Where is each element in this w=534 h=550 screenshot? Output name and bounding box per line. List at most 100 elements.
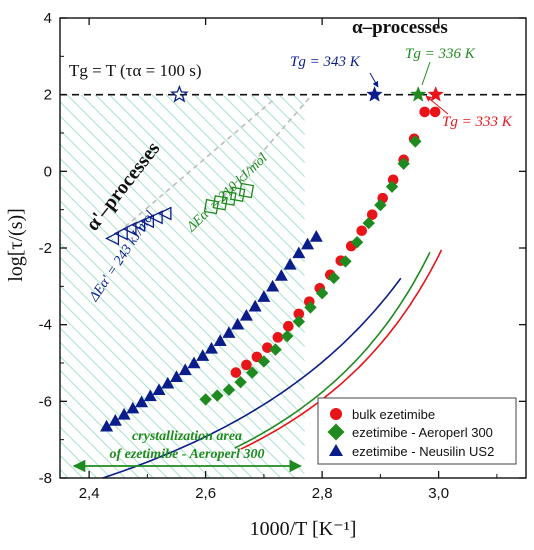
point-triangle-16 xyxy=(239,308,253,321)
alpha-prime-extrapolation-1 xyxy=(117,97,277,234)
y-axis-title: log[τ/(s)] xyxy=(5,208,27,282)
y-tick-label: 2 xyxy=(44,87,52,104)
axes: 2,4 2,6 2,8 3,0 -8 -6 -4 -2 0 2 4 xyxy=(39,10,527,502)
alpha-prime-square-3 xyxy=(229,186,246,203)
x-tick-label: 2,6 xyxy=(195,485,216,502)
point-diamond-9 xyxy=(304,301,317,314)
point-diamond-8 xyxy=(292,315,306,328)
point-circle-5 xyxy=(283,320,294,332)
point-triangle-4 xyxy=(135,395,149,408)
point-circle-18 xyxy=(419,106,430,118)
legend-marker-neusilin xyxy=(329,444,343,456)
alpha-processes-label: α–processes xyxy=(352,17,448,38)
tg-star-0 xyxy=(366,85,383,102)
point-triangle-0 xyxy=(100,419,114,432)
point-circle-0 xyxy=(230,367,242,378)
x-tick-label: 2,4 xyxy=(79,485,100,502)
point-triangle-18 xyxy=(257,290,271,302)
point-triangle-1 xyxy=(108,414,122,426)
point-triangle-6 xyxy=(152,383,166,396)
point-triangle-24 xyxy=(309,230,323,242)
y-tick-label: 4 xyxy=(44,10,52,27)
tg-reference-label: Tg = T (τα = 100 s) xyxy=(69,61,202,80)
alpha-prime-extrapolation-2 xyxy=(216,96,312,205)
point-diamond-14 xyxy=(362,216,375,230)
point-triangle-22 xyxy=(292,246,306,259)
bulk-fit-curve xyxy=(240,249,443,450)
y-tick-label: -8 xyxy=(39,470,52,487)
point-diamond-10 xyxy=(315,287,329,300)
point-triangle-14 xyxy=(222,326,236,338)
point-circle-3 xyxy=(262,342,273,353)
point-circle-2 xyxy=(251,351,263,363)
aeroperl-fit-curve xyxy=(234,251,431,449)
alpha-prime-triangle-4 xyxy=(139,214,155,229)
point-triangle-20 xyxy=(274,269,288,281)
point-diamond-6 xyxy=(269,343,282,356)
legend: bulk ezetimibe ezetimibe - Aeroperl 300 … xyxy=(317,397,517,465)
point-triangle-15 xyxy=(231,317,245,330)
point-triangle-3 xyxy=(126,401,140,414)
x-axis-title: 1000/T [K⁻¹] xyxy=(250,518,357,540)
legend-marker-aeroperl xyxy=(327,423,345,441)
crystallization-label-line2: of ezetimibe - Aeroperl 300 xyxy=(109,447,264,462)
point-diamond-12 xyxy=(339,255,352,268)
point-diamond-17 xyxy=(397,157,410,170)
y-tick-label: -4 xyxy=(39,317,52,334)
legend-label-aeroperl: ezetimibe - Aeroperl 300 xyxy=(352,425,493,440)
legend-label-bulk: bulk ezetimibe xyxy=(352,407,435,422)
alpha-prime-triangle-2 xyxy=(122,221,137,236)
point-circle-19 xyxy=(429,106,441,118)
point-triangle-21 xyxy=(283,257,297,270)
point-diamond-15 xyxy=(374,198,387,212)
data-points xyxy=(100,84,444,432)
tg-343-pointer xyxy=(369,72,379,88)
tg-343-label: Tg = 343 K xyxy=(290,54,361,70)
tg-star-3 xyxy=(170,84,189,103)
crystallization-label-line1: crystallization area xyxy=(132,429,242,444)
tg-333-label: Tg = 333 K xyxy=(442,114,513,130)
legend-label-neusilin: ezetimibe - Neusilin US2 xyxy=(352,444,494,459)
alpha-prime-triangle-6 xyxy=(157,206,172,221)
tg-star-1 xyxy=(409,86,427,102)
y-tick-label: -2 xyxy=(39,240,52,257)
point-triangle-5 xyxy=(143,389,157,402)
point-triangle-11 xyxy=(196,349,210,361)
crystallization-region xyxy=(60,94,305,479)
point-diamond-5 xyxy=(257,355,271,368)
point-triangle-17 xyxy=(248,299,262,312)
point-triangle-13 xyxy=(213,334,227,346)
point-triangle-8 xyxy=(170,370,183,382)
x-tick-label: 2,8 xyxy=(312,485,333,502)
x-tick-label: 3,0 xyxy=(428,485,449,502)
point-triangle-23 xyxy=(301,237,315,250)
legend-box xyxy=(317,397,517,465)
point-diamond-18 xyxy=(409,135,422,148)
point-diamond-0 xyxy=(199,393,212,406)
crystallization-hatch xyxy=(60,94,305,479)
point-diamond-16 xyxy=(385,180,399,193)
tg-336-label: Tg = 336 K xyxy=(405,46,476,62)
alpha-prime-triangle-1 xyxy=(113,226,128,241)
y-tick-label: 0 xyxy=(44,163,52,180)
point-diamond-2 xyxy=(222,383,236,397)
alpha-prime-square-4 xyxy=(238,182,255,199)
point-diamond-13 xyxy=(350,236,364,249)
point-triangle-12 xyxy=(204,341,218,354)
alpha-prime-triangle-3 xyxy=(131,217,146,233)
point-triangle-10 xyxy=(187,356,201,369)
point-circle-1 xyxy=(241,359,252,371)
alpha-prime-square-2 xyxy=(221,190,237,206)
alpha-prime-square-0 xyxy=(203,198,220,215)
point-triangle-7 xyxy=(161,376,175,389)
y-tick-label: -6 xyxy=(39,393,52,410)
point-diamond-7 xyxy=(280,329,294,343)
point-circle-6 xyxy=(293,308,305,320)
point-triangle-9 xyxy=(178,363,192,376)
legend-marker-bulk xyxy=(330,408,342,420)
alpha-prime-triangle-0 xyxy=(104,231,120,246)
tg-333-pointer xyxy=(425,95,449,115)
alpha-prime-triangle-5 xyxy=(148,210,163,225)
point-circle-4 xyxy=(272,332,284,343)
